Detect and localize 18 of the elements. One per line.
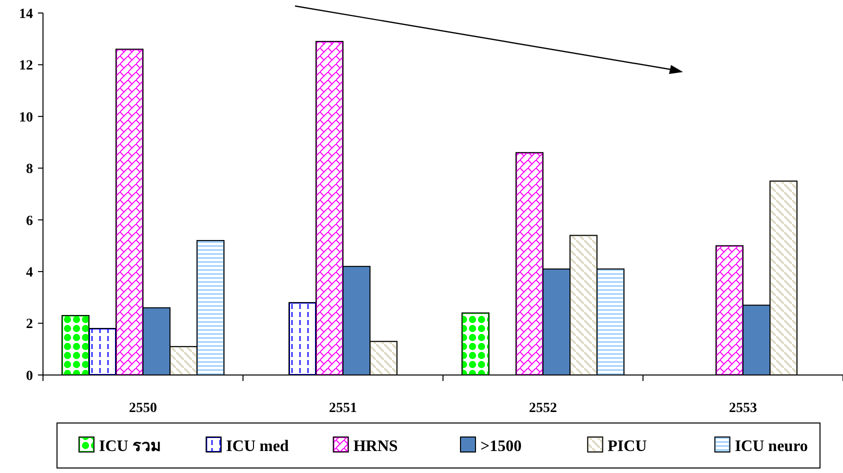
legend-label: >1500	[480, 438, 522, 455]
y-tick-label: 6	[26, 214, 33, 229]
y-tick-label: 4	[26, 265, 33, 280]
legend-label: ICU med	[226, 438, 289, 455]
legend-label: ICU neuro	[734, 438, 808, 455]
legend-label: PICU	[608, 438, 648, 455]
y-tick-label: 14	[19, 6, 33, 22]
y-tick-label: 12	[19, 58, 33, 74]
legend-label: HRNS	[353, 438, 398, 455]
x-tick-label: 2553	[729, 401, 757, 416]
y-tick-label: 0	[26, 368, 33, 384]
x-tick-label: 2552	[529, 401, 557, 416]
legend-label: ICU รวม	[99, 438, 162, 455]
y-tick-label: 8	[26, 162, 33, 178]
x-tick-label: 2550	[129, 401, 157, 416]
x-tick-label: 2551	[329, 401, 357, 416]
y-tick-label: 2	[26, 317, 33, 332]
y-tick-label: 10	[19, 110, 33, 126]
